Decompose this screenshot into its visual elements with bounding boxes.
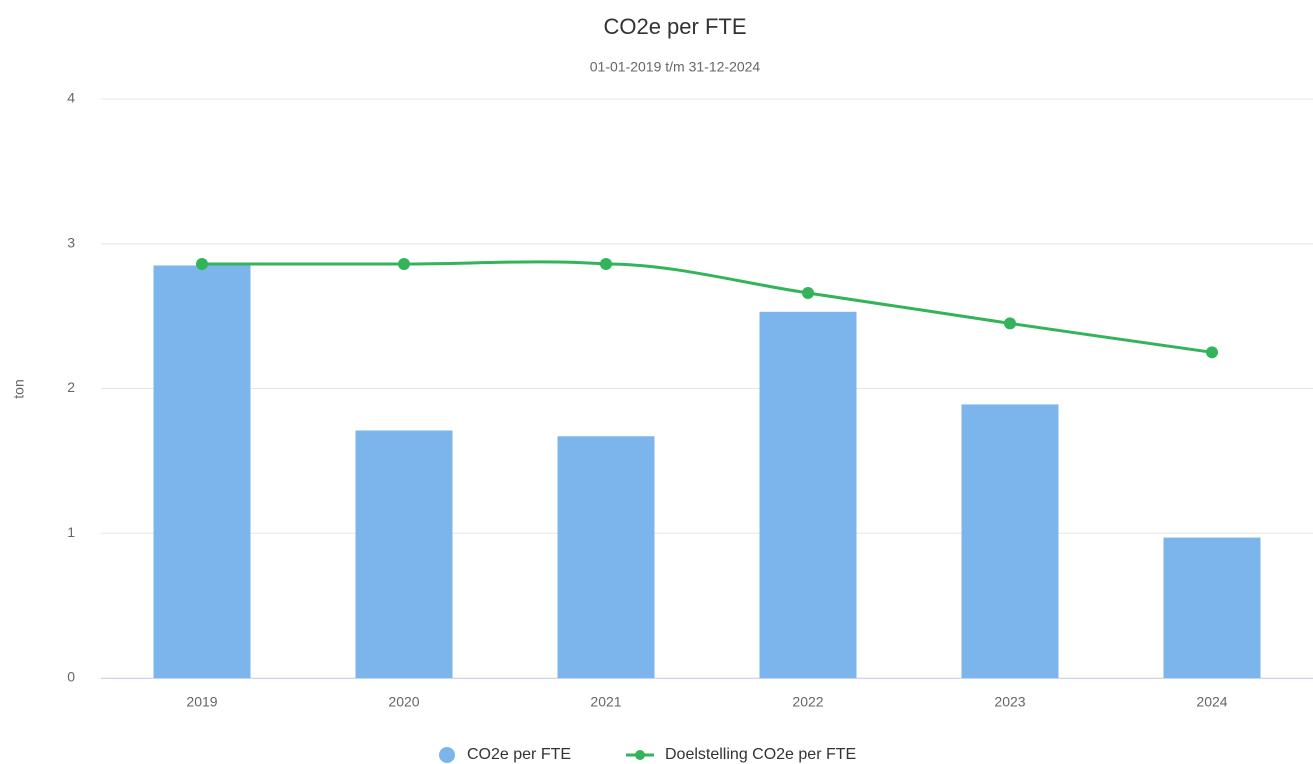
line-marker [1004,317,1016,330]
bar [961,404,1059,678]
line-marker [600,258,612,271]
bar [355,430,453,678]
chart-subtitle: 01-01-2019 t/m 31-12-2024 [590,59,761,75]
x-tick-label: 2022 [792,694,823,710]
bar [1163,537,1261,678]
line-marker [802,286,814,299]
legend-symbol [635,750,645,760]
y-axis-title: ton [11,379,27,398]
line [202,260,1213,354]
bar [153,265,251,678]
x-tick-label: 2019 [186,694,217,710]
line-marker [398,258,410,271]
x-tick-label: 2024 [1196,694,1227,710]
line-marker [1206,346,1218,359]
y-tick-label: 3 [67,234,75,250]
legend-symbol [439,747,455,763]
bar [557,436,655,678]
x-tick-label: 2021 [590,694,621,710]
chart-title: CO2e per FTE [603,14,746,39]
x-tick-label: 2023 [994,694,1025,710]
y-tick-label: 4 [67,90,75,106]
y-tick-label: 0 [67,669,75,685]
legend-label: Doelstelling CO2e per FTE [665,746,856,763]
legend-label: CO2e per FTE [467,746,571,763]
x-tick-label: 2020 [388,694,419,710]
line-marker [196,258,208,271]
y-tick-label: 1 [67,524,75,540]
bar [759,311,857,678]
y-tick-label: 2 [67,379,75,395]
